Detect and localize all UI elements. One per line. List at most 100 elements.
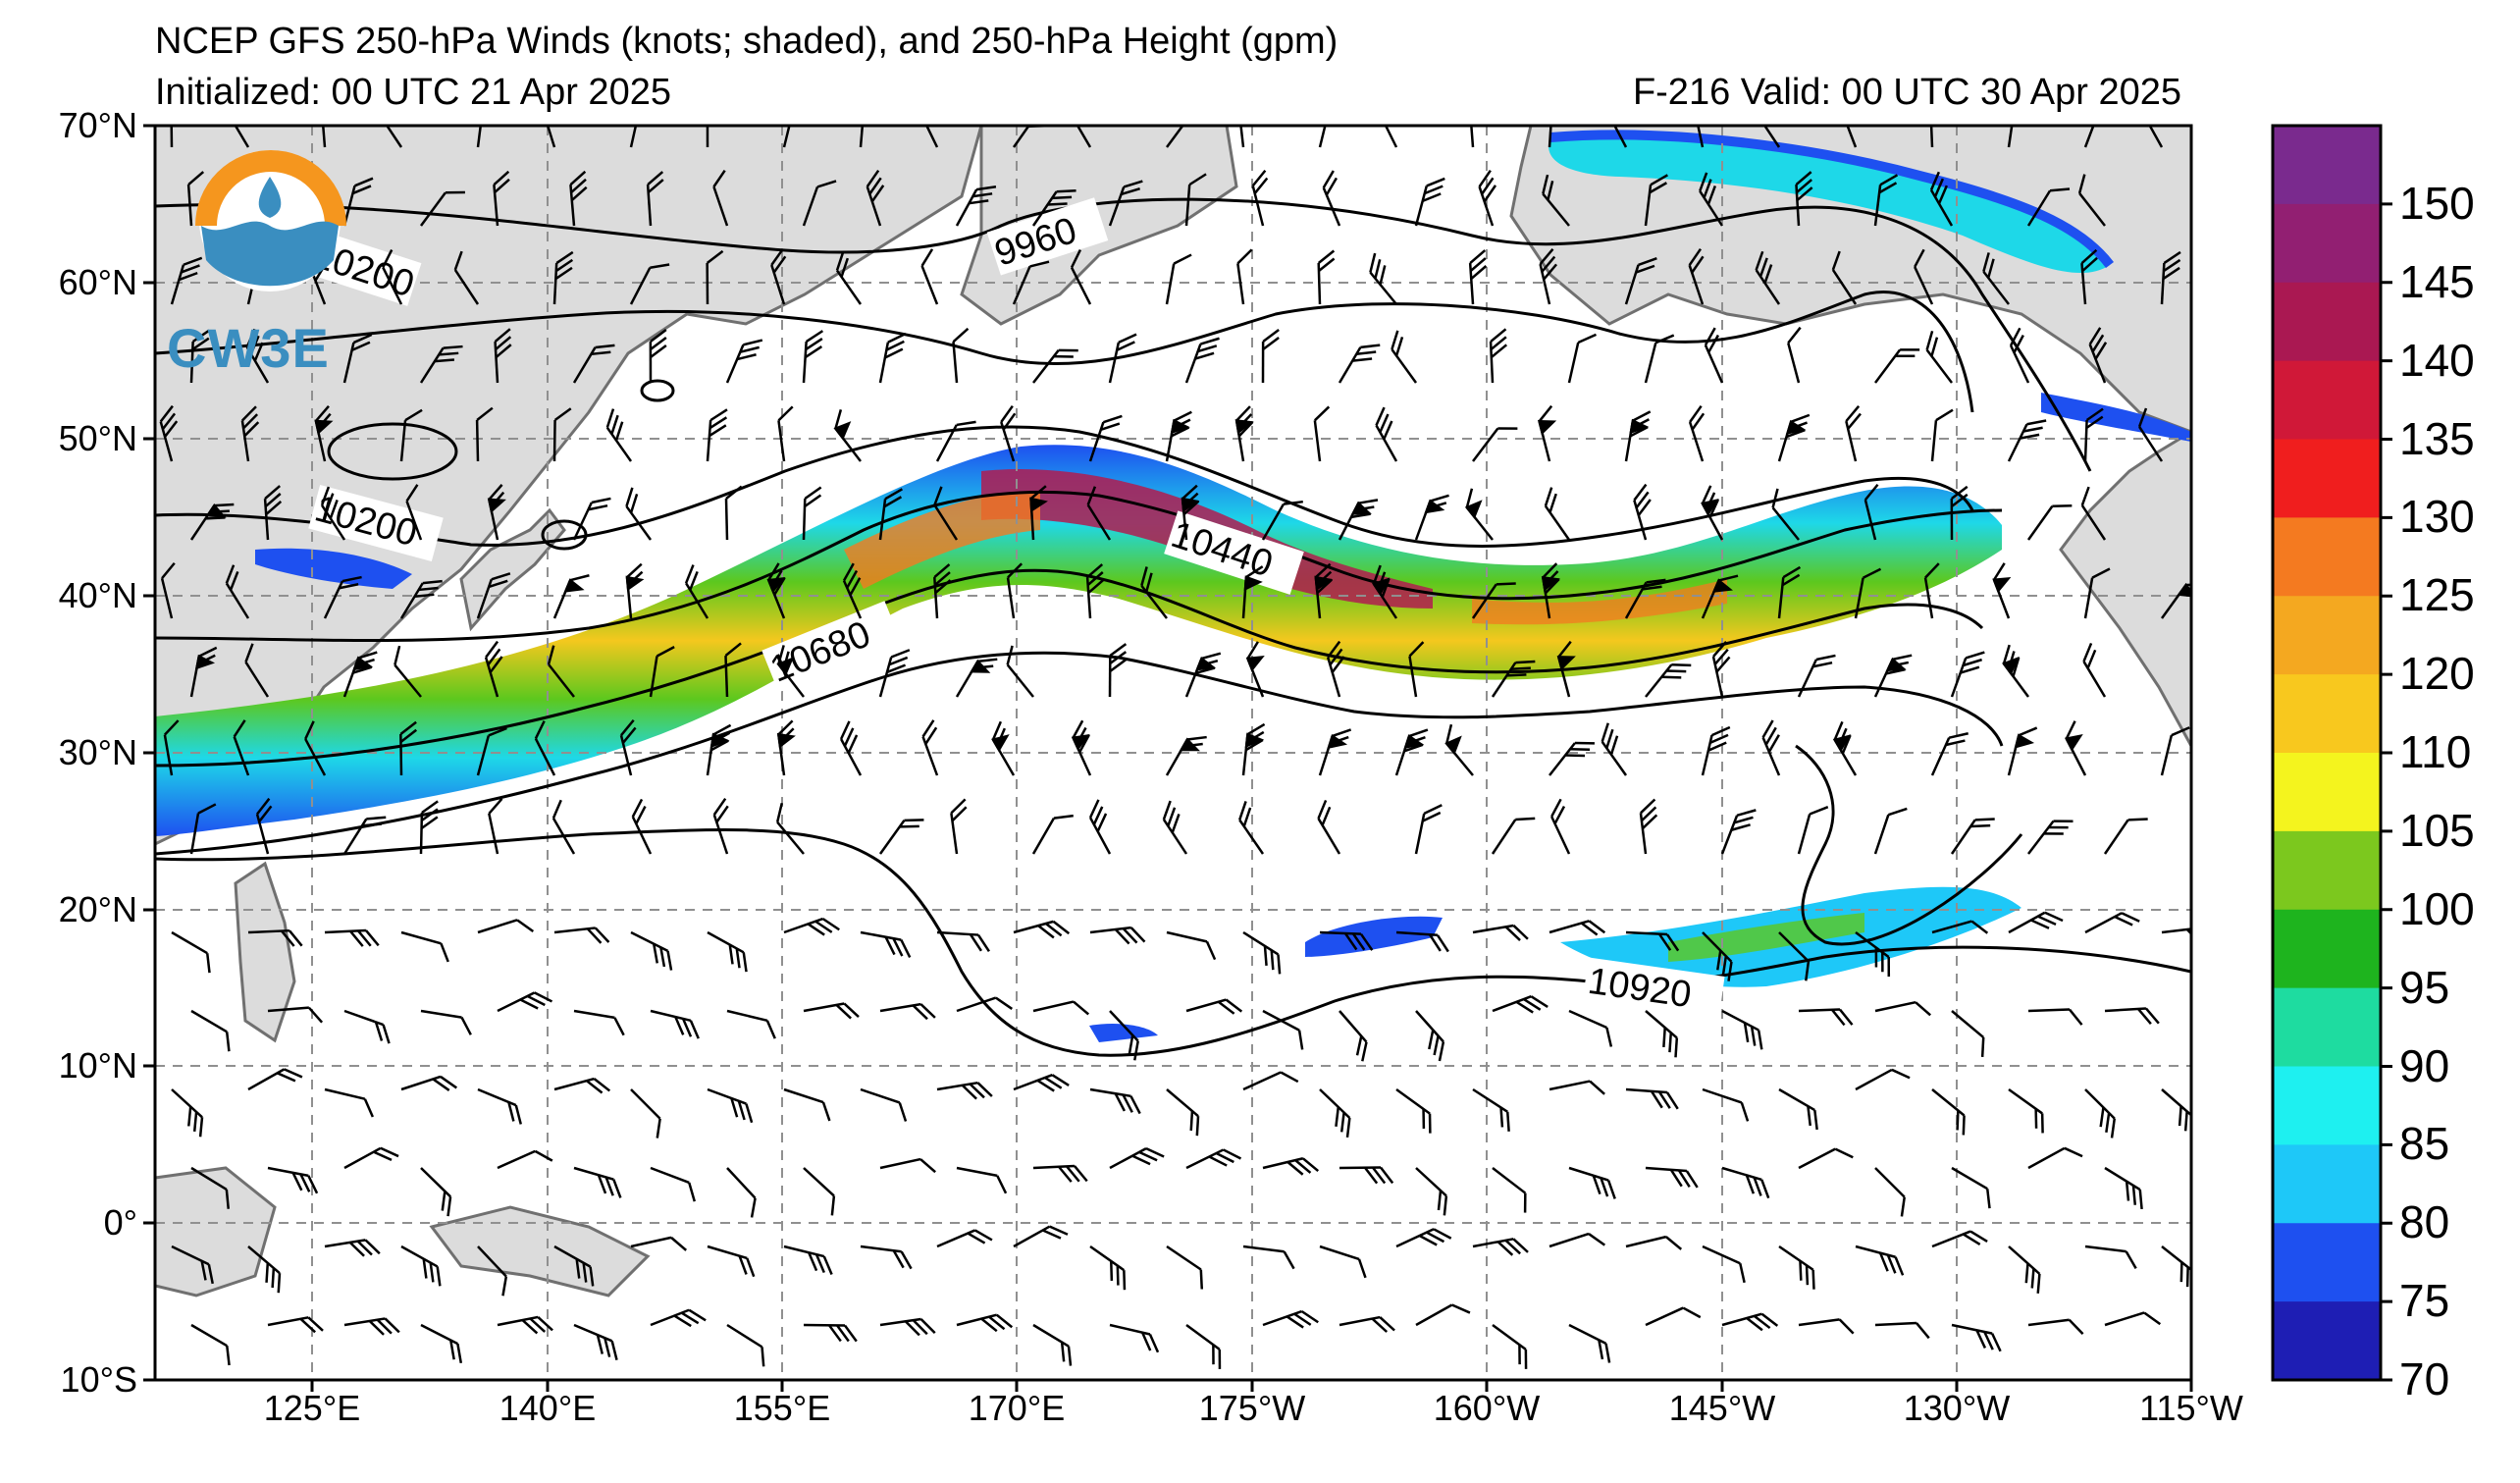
wind-barb [553, 1245, 595, 1287]
wind-barb [1541, 562, 1560, 619]
wind-barb [1755, 126, 1781, 148]
wind-barb [160, 561, 176, 619]
wind-barb [2161, 1245, 2191, 1288]
cw3e-logo [195, 150, 346, 291]
wind-barb [1855, 1068, 1911, 1091]
wind-barb [1166, 930, 1217, 961]
wind-barbs [159, 126, 2191, 1369]
colorbar-segment [2273, 1144, 2381, 1224]
wind-barb [1185, 1148, 1242, 1170]
wind-barb [1319, 930, 1374, 951]
wind-barb [1326, 640, 1345, 698]
wind-barb [324, 928, 380, 947]
wind-barb [1006, 562, 1024, 619]
colorbar-segment [2273, 987, 2381, 1067]
wind-barb [803, 1323, 858, 1343]
colorbar-segment [2273, 1223, 2381, 1302]
wind-barb [2140, 126, 2164, 148]
wind-barb [650, 1009, 700, 1039]
lon-label: 170°E [968, 1388, 1066, 1428]
wind-barb [1068, 126, 1092, 148]
wind-barb [171, 1245, 214, 1285]
wind-barb [1472, 1238, 1529, 1256]
wind-barb [1165, 410, 1192, 462]
wind-barb [878, 488, 904, 541]
wind-barb [1601, 722, 1628, 776]
wind-barb [936, 1081, 993, 1100]
wind-barb [1721, 1312, 1779, 1332]
wind-barb [1185, 1323, 1222, 1369]
land-north-america-west [2059, 430, 2191, 747]
wind-barb [1992, 562, 2012, 619]
wind-barb [399, 579, 443, 619]
wind-barb [573, 1323, 618, 1361]
wind-barb [1556, 640, 1576, 698]
wind-barb [1798, 1008, 1854, 1027]
wind-barb [707, 1245, 756, 1278]
colorbar-label: 100 [2399, 882, 2475, 934]
wind-barb [1854, 567, 1882, 619]
wind-barb [477, 919, 535, 934]
wind-barb [706, 408, 728, 462]
wind-barb [547, 645, 575, 698]
wind-barb [484, 640, 503, 698]
lon-label: 130°W [1903, 1388, 2011, 1428]
wind-barb [1261, 329, 1280, 384]
wind-barb [1873, 348, 1920, 384]
wind-barb [1415, 1010, 1445, 1062]
lon-label: 155°E [733, 1388, 831, 1428]
wind-barb [952, 327, 970, 384]
wind-barb [1251, 169, 1269, 227]
lon-label: 125°E [263, 1388, 361, 1428]
wind-barb [770, 247, 787, 305]
wind-barb [1369, 252, 1397, 305]
colorbar-segment [2273, 674, 2381, 754]
lon-label: 175°W [1198, 1388, 1306, 1428]
wind-barb [189, 329, 210, 384]
wind-barb [1702, 1087, 1750, 1122]
wind-barb [233, 719, 250, 776]
wind-barb [1797, 806, 1829, 855]
wind-barb [956, 996, 1013, 1013]
wind-barb [534, 720, 556, 776]
wind-barb [1181, 484, 1200, 541]
wind-barb [400, 930, 449, 963]
wind-barb [323, 575, 362, 619]
wind-barb [1701, 574, 1739, 619]
wind-barb [1925, 330, 1953, 384]
wind-barb [419, 190, 465, 227]
wind-barb [400, 1075, 458, 1091]
wind-barb [803, 1167, 836, 1216]
wind-barb [1645, 1306, 1702, 1327]
wind-barb [1950, 485, 1969, 541]
colorbar-label: 145 [2399, 255, 2475, 307]
wind-barb [1262, 1157, 1320, 1176]
wind-barb [1874, 1321, 1930, 1340]
lat-label: 0° [103, 1202, 137, 1243]
wind-barb [2007, 419, 2047, 462]
wind-barb [1539, 247, 1558, 305]
wind-barb [1702, 1245, 1746, 1284]
wind-barb [1855, 930, 1891, 978]
wind-barb [2001, 644, 2030, 698]
wind-barb [1000, 404, 1017, 462]
wind-barb [1492, 995, 1549, 1014]
wind-barb [1771, 488, 1800, 541]
wind-barb [879, 1317, 936, 1337]
wind-barb [921, 719, 939, 776]
wind-barb [625, 487, 653, 541]
wind-barb [1644, 174, 1668, 227]
wind-barb [1832, 720, 1858, 776]
wind-barb [2080, 486, 2107, 541]
wind-barb [2083, 407, 2104, 462]
wind-barb [956, 1313, 1014, 1333]
wind-barb [776, 645, 805, 698]
wind-barb [2084, 1245, 2137, 1270]
wind-barb [1874, 1000, 1931, 1017]
wind-barb [2104, 1007, 2160, 1026]
wind-barb [497, 1149, 553, 1170]
wind-barb [1855, 1245, 1905, 1276]
wind-barb [1313, 405, 1331, 462]
wind-barb [1567, 333, 1597, 384]
wind-barb [920, 248, 939, 305]
